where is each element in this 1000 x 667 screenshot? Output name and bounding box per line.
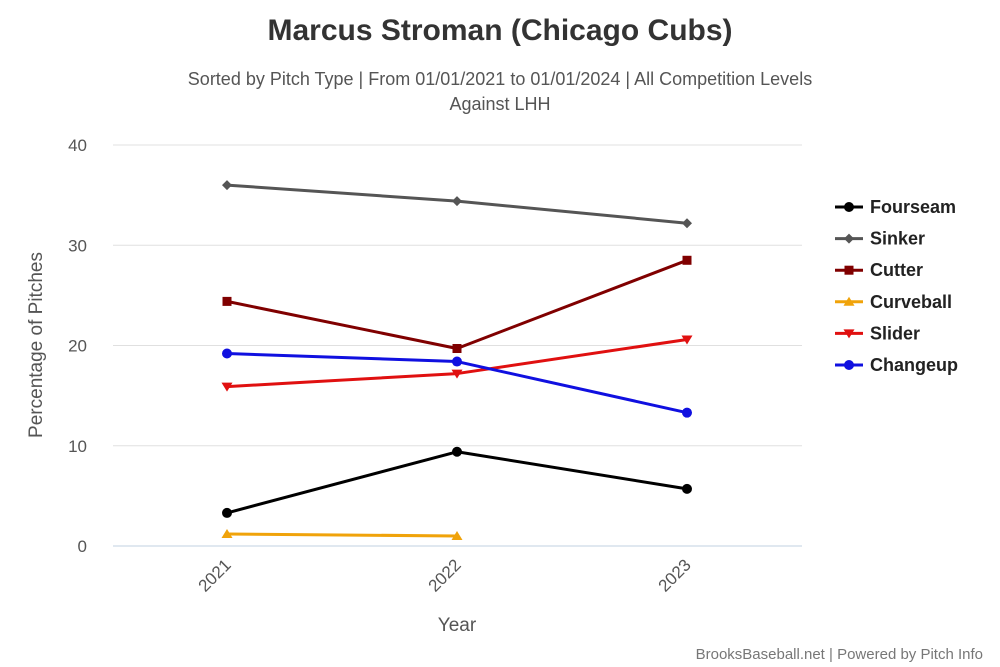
series-sinker — [222, 180, 692, 229]
y-tick-label-0: 0 — [78, 537, 87, 556]
point-changeup-2021 — [222, 348, 232, 359]
point-sinker-2021 — [222, 180, 232, 191]
point-cutter-2022 — [452, 344, 462, 354]
legend-item-fourseam[interactable]: Fourseam — [835, 197, 956, 217]
point-curveball-2022 — [451, 530, 463, 540]
point-sinker-2022 — [452, 196, 462, 207]
legend: Fourseam Sinker Cutter Curveball Slider Chang… — [835, 197, 958, 375]
chart-credit: BrooksBaseball.net | Powered by Pitch In… — [696, 646, 983, 663]
y-tick-label-20: 20 — [68, 337, 87, 356]
point-slider-2023 — [681, 335, 693, 345]
legend-item-slider[interactable]: Slider — [835, 323, 920, 343]
y-axis-title: Percentage of Pitches — [26, 252, 47, 438]
legend-label-fourseam: Fourseam — [870, 197, 956, 217]
point-sinker-2023 — [682, 218, 692, 229]
legend-label-cutter: Cutter — [870, 260, 923, 280]
series-cutter — [222, 255, 692, 354]
point-cutter-2023 — [682, 255, 692, 265]
series-changeup — [222, 348, 692, 418]
legend-marker-slider — [843, 329, 855, 339]
legend-item-changeup[interactable]: Changeup — [835, 355, 958, 375]
x-tick-label-2023: 2023 — [655, 555, 695, 595]
legend-marker-curveball — [843, 296, 855, 306]
legend-marker-changeup — [844, 360, 854, 370]
legend-marker-sinker — [844, 233, 854, 244]
series-line-cutter — [226, 258, 688, 351]
series-slider — [221, 335, 693, 392]
x-axis: 2021 2022 2023 — [195, 555, 695, 595]
legend-label-slider: Slider — [870, 323, 920, 343]
series-fourseam — [222, 446, 692, 518]
legend-item-cutter[interactable]: Cutter — [835, 260, 923, 280]
y-tick-label-30: 30 — [68, 236, 87, 255]
chart-subtitle-line-1: Sorted by Pitch Type | From 01/01/2021 t… — [188, 69, 812, 89]
x-tick-label-2021: 2021 — [195, 555, 235, 595]
point-cutter-2021 — [222, 296, 232, 306]
point-fourseam-2023 — [682, 483, 692, 494]
legend-item-curveball[interactable]: Curveball — [835, 292, 952, 312]
series-line-curveball — [226, 532, 458, 538]
point-changeup-2023 — [682, 407, 692, 418]
chart-subtitle-line-2: Against LHH — [449, 94, 550, 114]
legend-label-curveball: Curveball — [870, 292, 952, 312]
point-fourseam-2021 — [222, 507, 232, 518]
point-fourseam-2022 — [452, 446, 462, 457]
series-curveball — [221, 528, 463, 540]
y-axis: 0 10 20 30 40 — [68, 136, 87, 556]
point-changeup-2022 — [452, 356, 462, 367]
x-axis-title: Year — [438, 615, 477, 636]
legend-item-sinker[interactable]: Sinker — [835, 229, 925, 249]
point-curveball-2021 — [221, 528, 233, 538]
chart-title: Marcus Stroman (Chicago Cubs) — [267, 14, 732, 47]
legend-marker-fourseam — [844, 202, 854, 212]
x-tick-label-2022: 2022 — [425, 555, 465, 595]
legend-marker-cutter — [844, 265, 854, 275]
point-slider-2021 — [221, 382, 233, 392]
point-slider-2022 — [451, 369, 463, 379]
y-tick-label-10: 10 — [68, 437, 87, 456]
series-line-fourseam — [226, 450, 688, 515]
plot-area — [221, 180, 693, 540]
y-tick-label-40: 40 — [68, 136, 87, 155]
legend-label-changeup: Changeup — [870, 355, 958, 375]
legend-label-sinker: Sinker — [870, 229, 925, 249]
